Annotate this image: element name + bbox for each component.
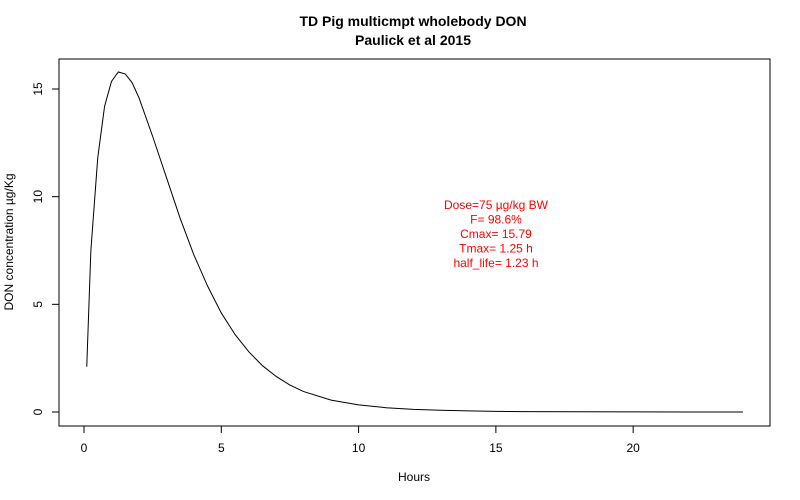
x-axis-label: Hours bbox=[398, 470, 430, 484]
y-tick-label: 5 bbox=[31, 301, 45, 308]
y-tick-label: 0 bbox=[31, 408, 45, 415]
chart-title: TD Pig multicmpt wholebody DON bbox=[299, 13, 526, 29]
y-tick-label: 15 bbox=[31, 82, 45, 96]
y-axis-label: DON concentration µg/Kg bbox=[2, 174, 16, 311]
x-tick-label: 20 bbox=[626, 441, 640, 455]
x-axis: 0 5 10 15 20 bbox=[81, 425, 640, 455]
annotation-line: Tmax= 1.25 h bbox=[459, 242, 533, 256]
x-tick-label: 10 bbox=[352, 441, 366, 455]
plot-frame bbox=[58, 58, 771, 427]
annotation-line: Cmax= 15.79 bbox=[460, 227, 532, 241]
y-tick-label: 10 bbox=[31, 190, 45, 204]
annotation-line: F= 98.6% bbox=[470, 213, 522, 227]
x-tick-label: 5 bbox=[218, 441, 225, 455]
series-line bbox=[86, 71, 744, 413]
annotation-block: Dose=75 µg/kg BWF= 98.6%Cmax= 15.79Tmax=… bbox=[444, 198, 549, 270]
annotation-line: Dose=75 µg/kg BW bbox=[444, 198, 549, 212]
x-tick-label: 15 bbox=[489, 441, 503, 455]
annotation-line: half_life= 1.23 h bbox=[453, 256, 538, 270]
x-tick-label: 0 bbox=[81, 441, 88, 455]
y-axis: 0 5 10 15 bbox=[31, 82, 60, 415]
chart-subtitle: Paulick et al 2015 bbox=[355, 32, 471, 48]
